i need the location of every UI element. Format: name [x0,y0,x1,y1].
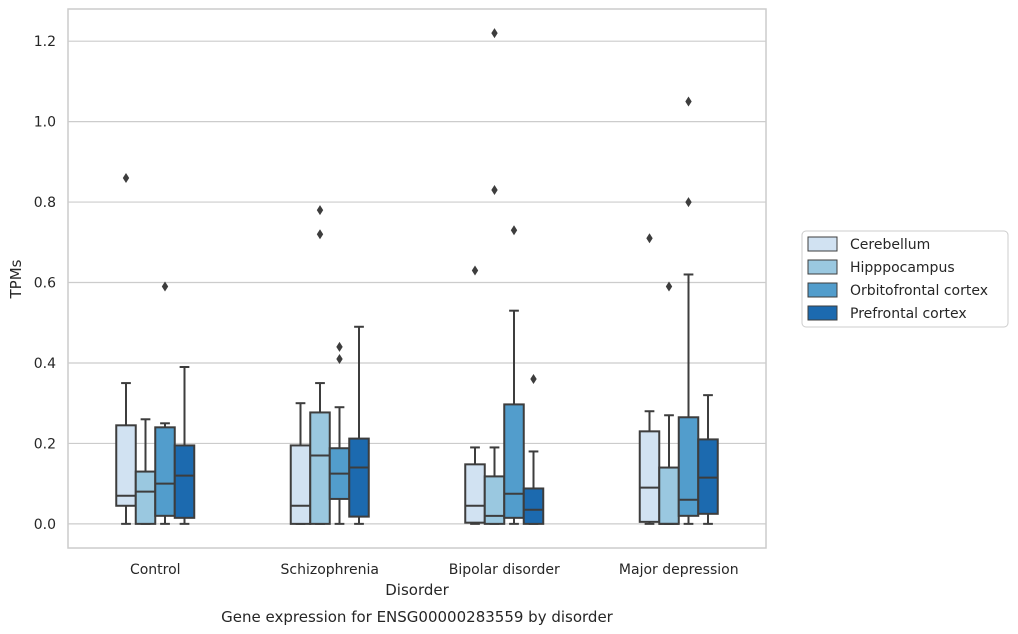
box-orbitofrontal-cortex [154,281,176,525]
legend-label: Orbitofrontal cortex [850,283,988,299]
legend-label: Prefrontal cortex [850,306,967,322]
y-tick-label: 1.2 [34,34,56,50]
box-iqr [638,430,661,523]
box-cerebellum [115,172,137,525]
outlier-point [316,229,324,240]
outlier-point [646,233,653,244]
y-tick-label: 0.6 [34,276,56,292]
box-cerebellum [289,402,312,525]
box-cerebellum [638,233,661,525]
chart-caption: Gene expression for ENSG00000283559 by d… [221,608,614,626]
plot-frame [67,8,767,549]
outlier-point [665,281,673,292]
legend-label: Hipppocampus [850,260,955,276]
box-hipppocampus [658,281,680,525]
legend-label: Cerebellum [850,237,930,253]
x-tick-label: Major depression [619,562,739,578]
y-tick-label: 0.2 [34,436,56,452]
boxes-layer [115,28,719,525]
box-orbitofrontal-cortex [328,341,351,525]
outlier-point [491,28,498,39]
box-prefrontal-cortex [173,365,196,525]
outlier-point [471,265,479,276]
box-iqr [173,444,196,519]
box-iqr [115,424,137,507]
legend-frame [801,230,1009,328]
box-iqr [134,470,157,525]
legend-swatch [807,236,838,252]
y-tick-label: 0.8 [34,195,56,211]
box-orbitofrontal-cortex [677,96,700,525]
outlier-point [491,185,498,196]
x-tick-label: Bipolar disorder [449,562,560,578]
outlier-point [122,172,130,183]
box-iqr [309,411,331,525]
outlier-point [336,353,343,364]
outlier-point [530,374,537,385]
box-orbitofrontal-cortex [503,225,525,525]
box-iqr [658,466,680,525]
outlier-point [685,96,692,107]
outlier-point [316,205,324,216]
box-iqr [348,437,370,518]
box-iqr [697,438,719,515]
y-axis-label: TPMs [7,259,25,299]
box-cerebellum [464,265,486,525]
box-hipppocampus [483,28,506,525]
x-tick-label: Schizophrenia [281,562,379,578]
outlier-point [510,225,518,236]
box-hipppocampus [134,418,157,525]
outlier-point [336,341,343,352]
box-iqr [154,426,176,517]
x-axis-ticks: Control Schizophrenia Bipolar disorder Majo… [130,562,739,578]
outlier-point [685,197,692,208]
box-iqr [464,463,486,524]
legend: Cerebellum Hipppocampus Orbitofrontal cort… [801,230,1009,328]
y-tick-label: 1.0 [34,115,56,131]
box-prefrontal-cortex [348,325,370,525]
x-axis-label: Disorder [385,581,449,599]
box-hipppocampus [309,205,331,525]
y-axis-ticks: 0.0 0.2 0.4 0.6 0.8 1.0 1.2 [34,34,56,533]
box-iqr [289,444,312,525]
box-prefrontal-cortex [522,374,545,525]
legend-swatch [807,282,838,298]
box-prefrontal-cortex [697,394,719,525]
legend-swatch [807,259,838,275]
x-tick-label: Control [130,562,181,578]
y-tick-label: 0.4 [34,356,56,372]
y-tick-label: 0.0 [34,517,56,533]
box-iqr [677,416,700,517]
legend-swatch [807,305,838,321]
outlier-point [161,281,169,292]
box-iqr [503,403,525,519]
box-iqr [522,487,545,525]
